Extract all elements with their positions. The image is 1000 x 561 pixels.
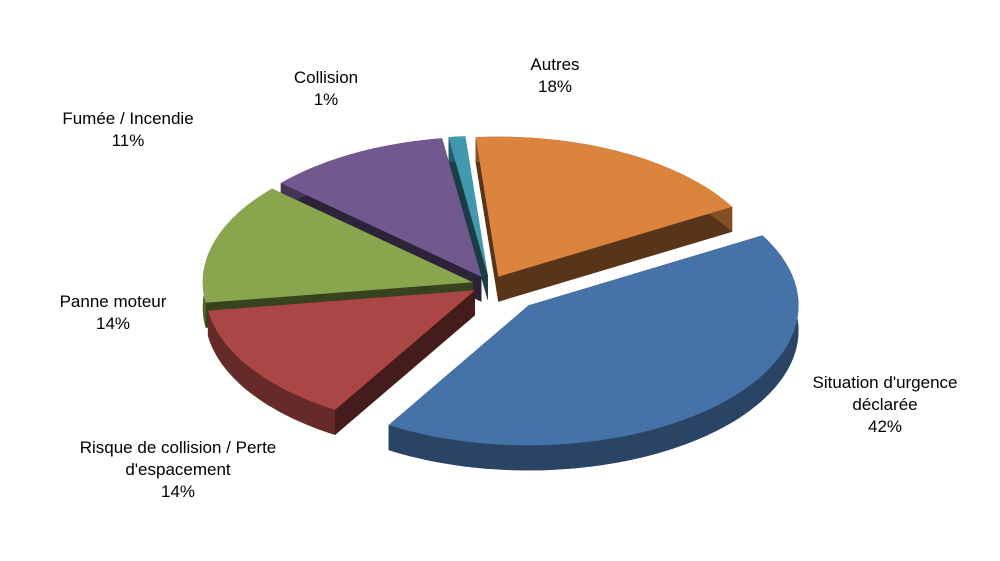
value-label: 42% xyxy=(867,417,903,436)
category-label: Risque de collision / Perte d'espacement xyxy=(79,438,277,479)
slice xyxy=(388,235,799,446)
value-label: 11% xyxy=(111,131,145,150)
slice-side xyxy=(475,137,499,302)
category-label: Autres xyxy=(530,55,580,74)
slice xyxy=(207,290,475,410)
slice xyxy=(202,188,473,303)
data-label: Collision 1% xyxy=(266,67,386,111)
data-label: Situation d'urgence déclarée 42% xyxy=(790,372,980,438)
slice-side xyxy=(207,310,336,435)
slice xyxy=(207,290,475,435)
value-label: 1% xyxy=(313,90,339,109)
data-label: Fumée / Incendie 11% xyxy=(43,108,213,152)
data-label: Panne moteur 14% xyxy=(33,291,193,335)
category-label: Collision xyxy=(293,68,359,87)
category-label: Panne moteur xyxy=(59,292,167,311)
slice-side xyxy=(498,206,733,302)
slice-side xyxy=(335,290,475,435)
value-label: 14% xyxy=(95,314,131,333)
value-label: 18% xyxy=(537,77,573,96)
data-label: Risque de collision / Perte d'espacement… xyxy=(78,437,278,503)
data-label: Autres 18% xyxy=(495,54,615,98)
category-label: Fumée / Incendie xyxy=(62,109,194,128)
slice xyxy=(388,235,799,471)
slice-side xyxy=(448,137,488,301)
slice xyxy=(280,138,482,277)
slice-side xyxy=(388,235,799,471)
slice xyxy=(475,136,733,277)
category-label: Situation d'urgence déclarée xyxy=(812,373,958,414)
slice xyxy=(448,136,488,276)
slice xyxy=(475,136,733,302)
value-label: 14% xyxy=(160,482,196,501)
